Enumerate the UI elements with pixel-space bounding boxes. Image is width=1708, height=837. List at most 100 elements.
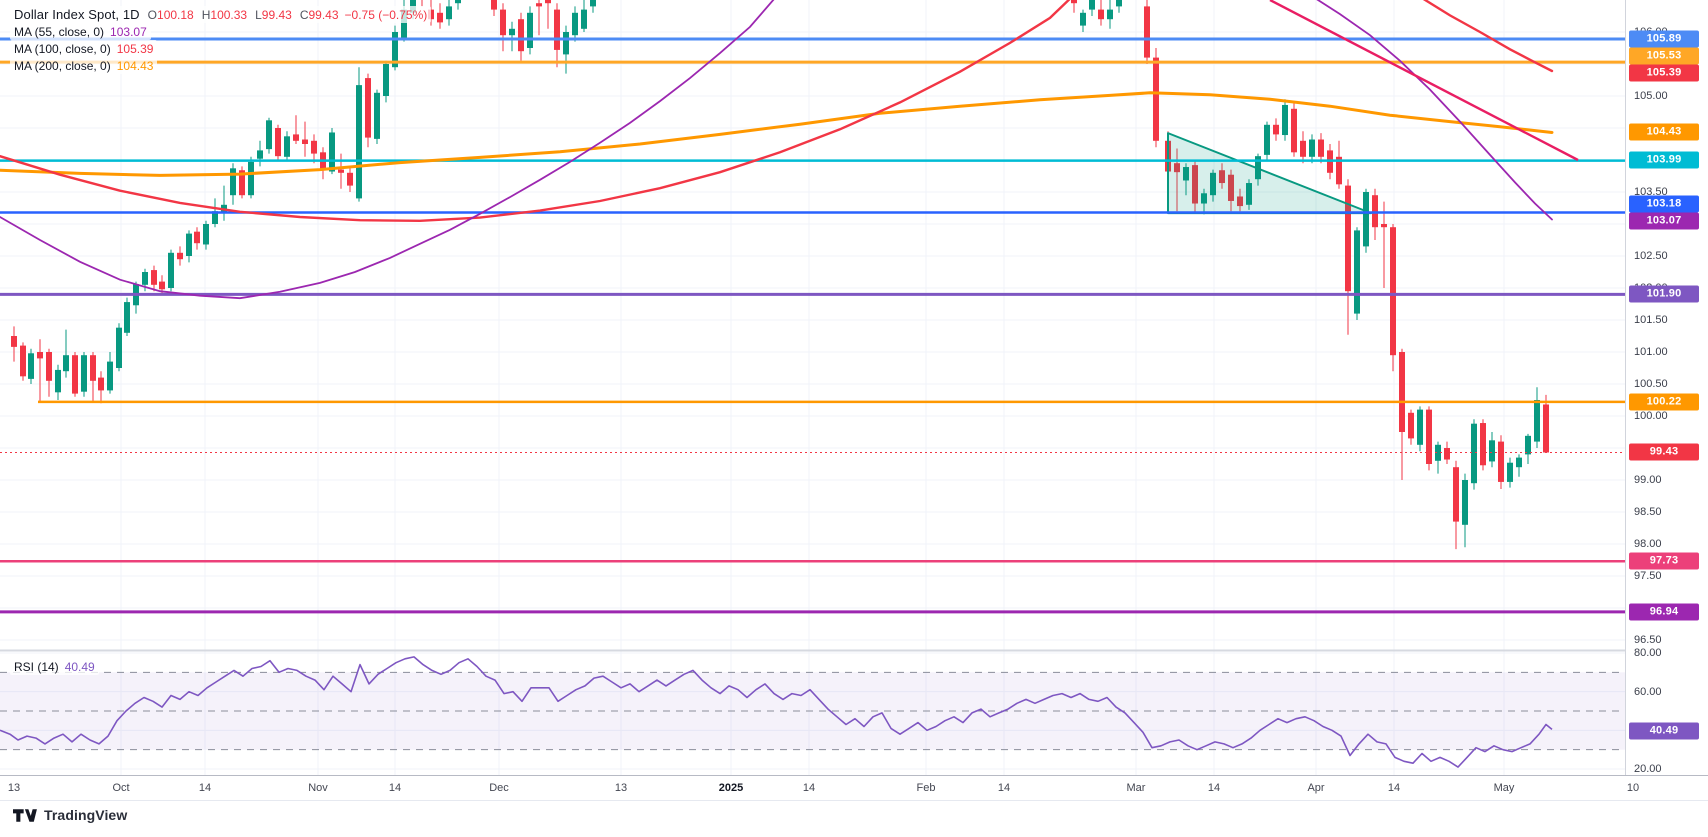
candle-body [545, 0, 551, 4]
candle-body [1219, 170, 1225, 184]
candle-body [275, 128, 281, 157]
price-label-badge: 105.53 [1629, 47, 1699, 65]
price-axis[interactable]: 106.00105.50105.00104.50104.00103.50103.… [1625, 0, 1708, 775]
candle-body [554, 9, 560, 50]
candle-body [1153, 57, 1159, 141]
candle-body [142, 272, 148, 285]
price-axis-label: 100.00 [1634, 410, 1668, 422]
ma100-line [0, 0, 1071, 223]
candle-body [374, 92, 380, 139]
price-axis-label: 102.50 [1634, 250, 1668, 262]
candle-body [536, 3, 542, 7]
candle-body [1201, 193, 1207, 204]
candle-body [1363, 192, 1369, 247]
chart-canvas[interactable] [0, 0, 1625, 775]
ma100-legend-row[interactable]: MA (100, close, 0) 105.39 [10, 40, 158, 57]
price-label-badge: 104.43 [1629, 123, 1699, 141]
ma55-value: 103.07 [110, 24, 147, 39]
time-axis-label: 14 [1207, 782, 1221, 794]
candle-body [365, 78, 371, 138]
time-axis-label: Apr [1307, 782, 1325, 794]
candle-body [1282, 104, 1288, 136]
symbol-legend-row[interactable]: Dollar Index Spot, 1D O100.18 H100.33 L9… [10, 6, 432, 23]
rsi-line [0, 656, 1553, 768]
price-axis-label: 98.50 [1634, 506, 1662, 518]
candle-body [455, 0, 461, 4]
candle-body [72, 355, 78, 394]
candle-body [1543, 404, 1549, 453]
candle-body [186, 233, 192, 256]
candle-body [347, 172, 353, 186]
candle-body [1399, 352, 1405, 432]
candle-body [107, 361, 113, 391]
candle-body [509, 28, 515, 36]
candle-body [203, 224, 209, 245]
time-axis-label: 2025 [718, 782, 744, 794]
candle-body [1174, 163, 1180, 173]
candle-body [28, 353, 34, 379]
candle-body [1516, 457, 1522, 468]
time-axis-label: May [1493, 782, 1515, 794]
price-label-badge: 99.43 [1629, 443, 1699, 461]
candle-body [1354, 230, 1360, 314]
price-label-badge: 103.18 [1629, 195, 1699, 213]
candle-body [1372, 195, 1378, 228]
rsi-legend-row[interactable]: RSI (14) 40.49 [10, 658, 99, 675]
candle-body [1237, 196, 1243, 207]
candle-body [311, 140, 317, 154]
price-label-badge: 97.73 [1629, 552, 1699, 570]
candle-body [1408, 412, 1414, 439]
candle-body [1462, 480, 1468, 525]
ma200-line [0, 91, 1554, 177]
price-label-badge: 100.22 [1629, 393, 1699, 411]
candle-body [437, 12, 443, 23]
rsi-legend: RSI (14) 40.49 [10, 658, 99, 675]
candle-body [518, 19, 524, 52]
candle-body [20, 345, 26, 377]
candle-body [572, 12, 578, 36]
candle-body [1453, 467, 1459, 522]
ma200-legend-row[interactable]: MA (200, close, 0) 104.43 [10, 57, 158, 74]
candle-body [446, 6, 452, 20]
candle-body [1246, 183, 1252, 205]
candle-body [63, 355, 69, 372]
candle-body [1480, 423, 1486, 466]
close-key: C [299, 7, 309, 22]
brand-bar: TradingView [0, 800, 1708, 837]
ma200-value: 104.43 [116, 58, 154, 73]
price-axis-label: 97.50 [1634, 570, 1662, 582]
candle-body [1390, 227, 1396, 356]
candle-body [46, 352, 52, 381]
time-axis-label: Feb [916, 782, 936, 794]
candle-body [55, 369, 61, 393]
candle-body [248, 161, 254, 196]
time-axis-label: Mar [1126, 782, 1146, 794]
price-axis-label: 100.50 [1634, 378, 1668, 390]
time-axis[interactable]: 13 Oct 14 Nov 14 Dec 13 2025 14 Feb 14 Mar 14 Apr 14 Ma… [0, 775, 1708, 801]
ma100-label: MA (100, close, 0) [14, 41, 111, 56]
time-axis-label: 14 [997, 782, 1011, 794]
candle-body [257, 150, 263, 159]
tradingview-logo[interactable]: TradingView [13, 807, 127, 823]
price-label-badge: 105.39 [1629, 64, 1699, 82]
candle-body [1345, 185, 1351, 292]
candle-body [1183, 167, 1189, 181]
high-value: 100.33 [210, 7, 248, 22]
ma55-label: MA (55, close, 0) [14, 24, 105, 39]
high-key: H [201, 7, 211, 22]
price-axis-label: 98.00 [1634, 538, 1662, 550]
ma200-label: MA (200, close, 0) [14, 58, 111, 73]
close-value: 99.43 [308, 7, 339, 22]
candle-body [563, 32, 569, 55]
candle-body [1300, 140, 1306, 157]
candle-body [401, 9, 407, 39]
ma55-legend-row[interactable]: MA (55, close, 0) 103.07 [10, 23, 151, 40]
price-label-badge: 103.07 [1629, 212, 1699, 230]
candle-body [98, 377, 104, 391]
candle-body [1381, 224, 1387, 228]
candle-body [500, 9, 506, 36]
candle-body [1071, 0, 1077, 4]
candle-body [11, 336, 17, 347]
candle-body [212, 211, 218, 224]
candle-body [1116, 0, 1122, 7]
